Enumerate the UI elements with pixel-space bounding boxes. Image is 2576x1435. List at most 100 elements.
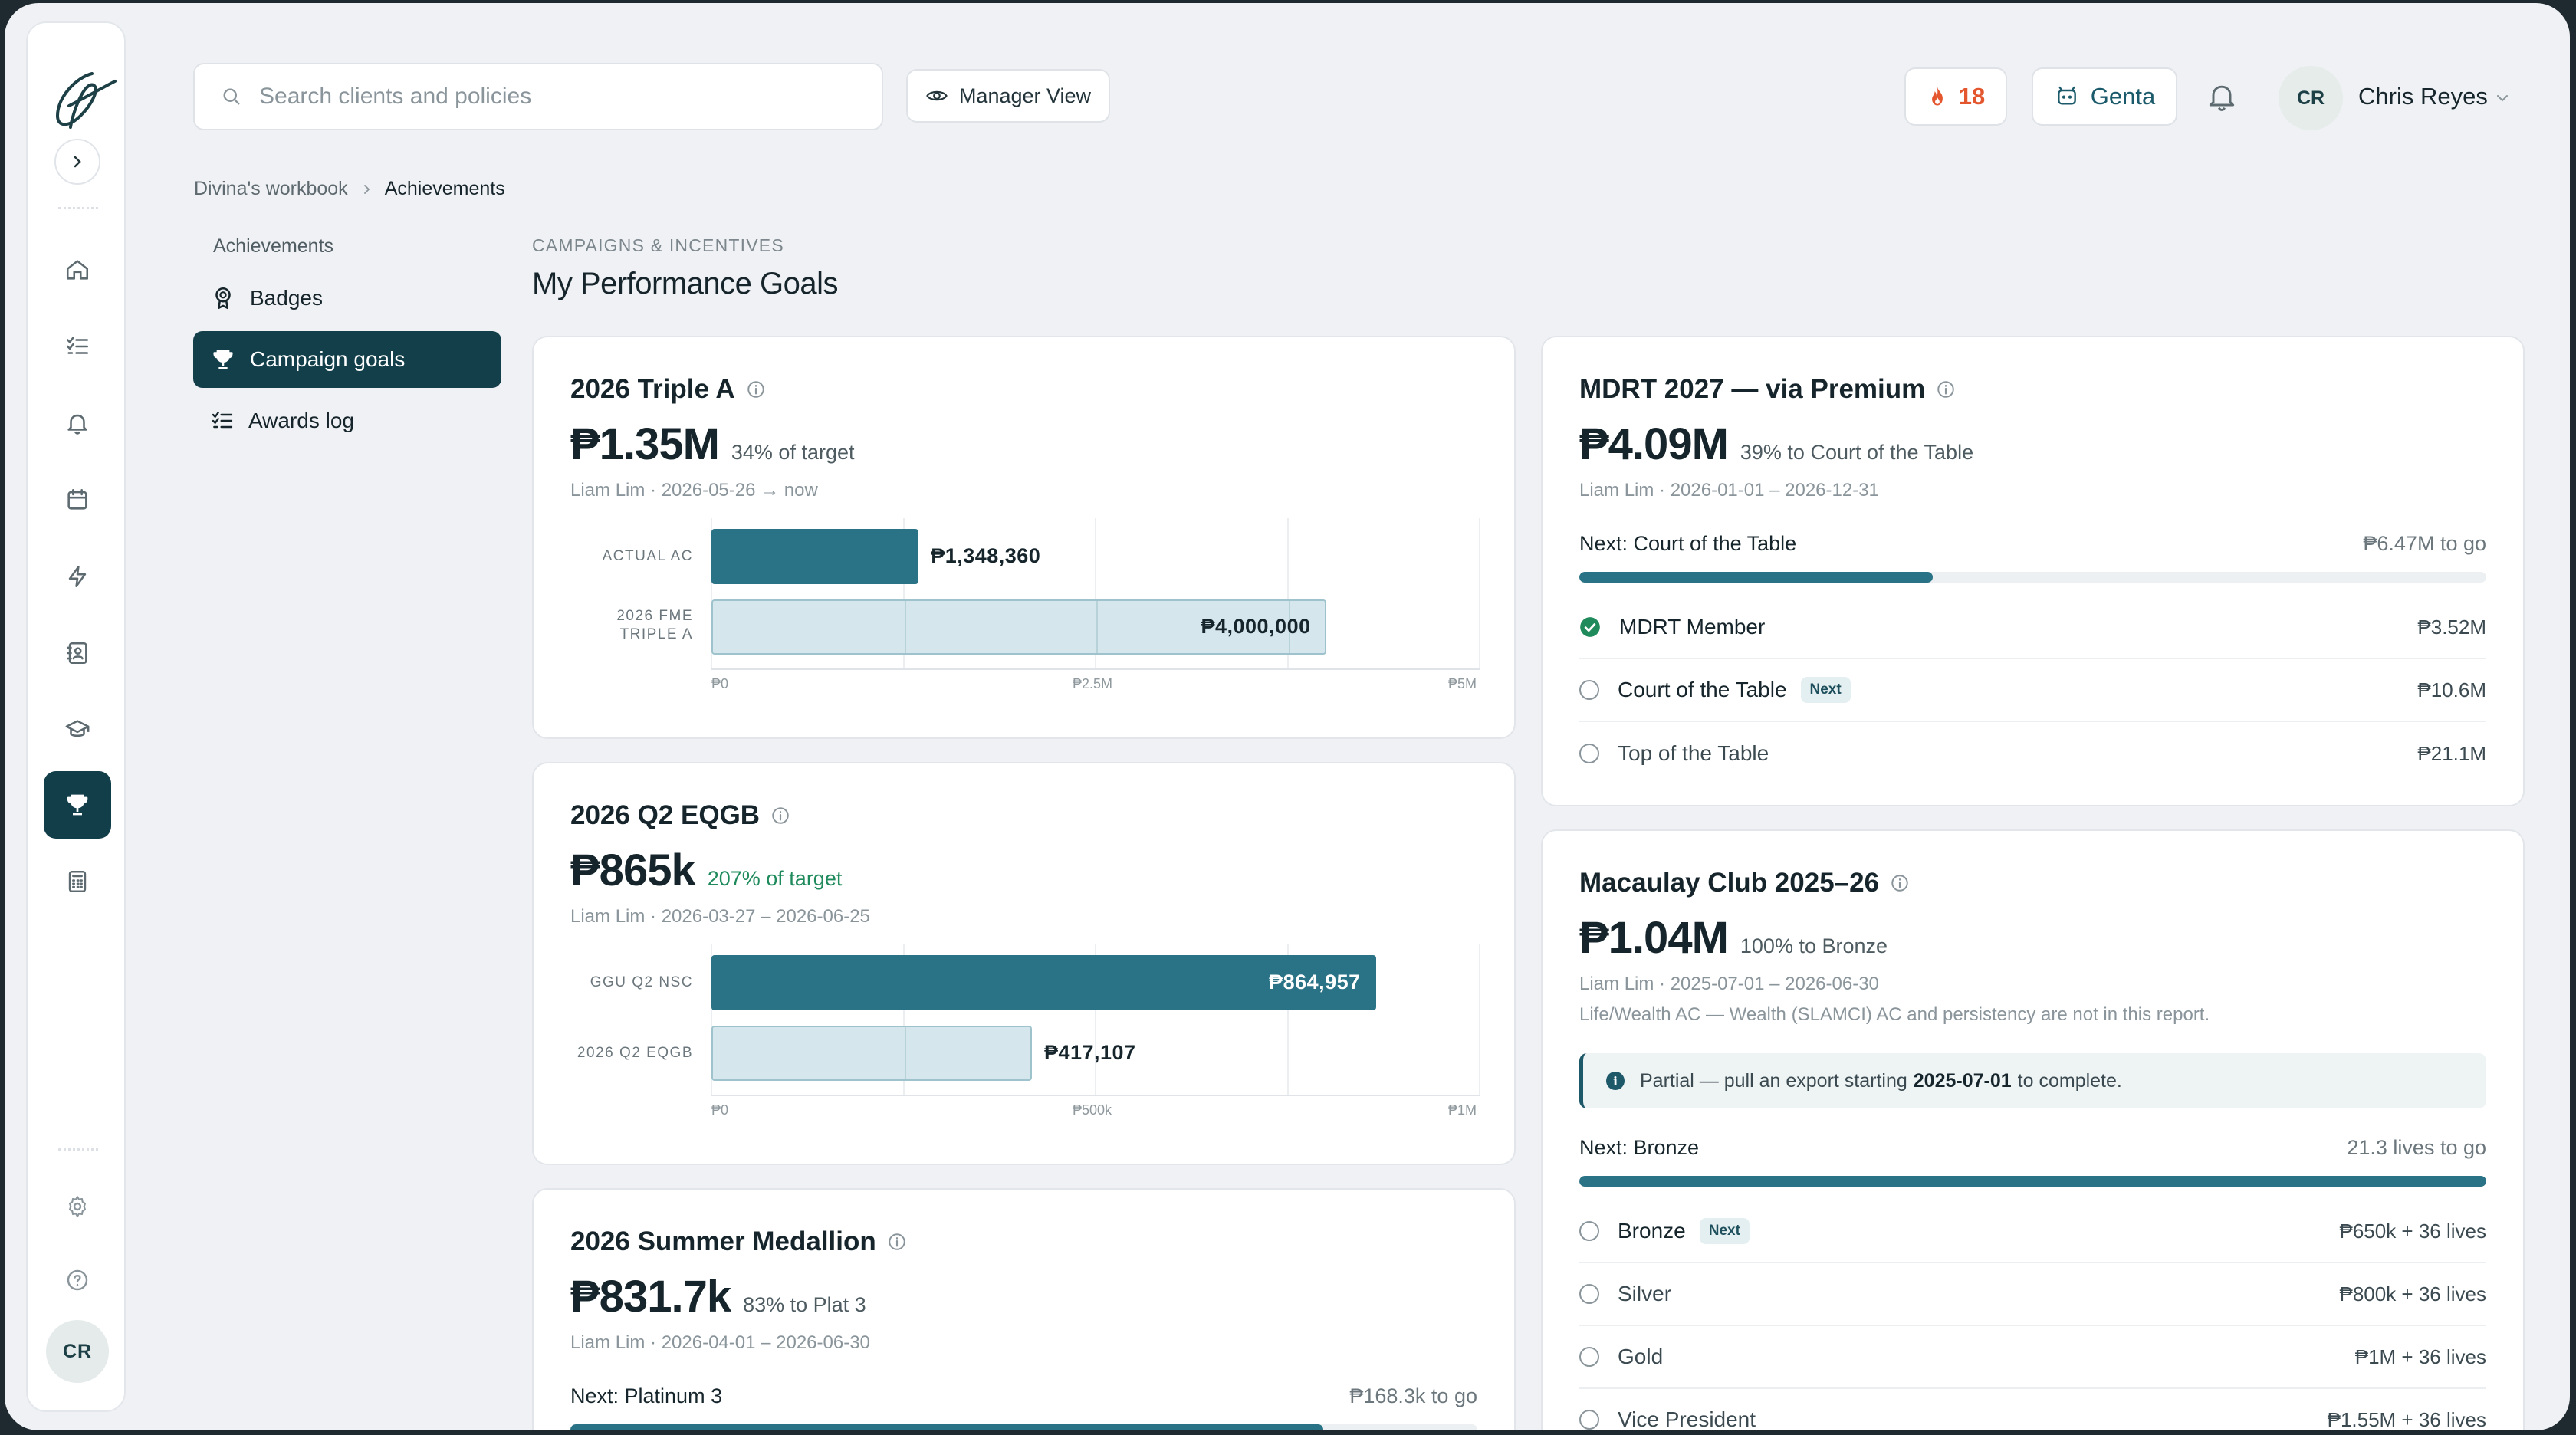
card-meta: Liam Lim · 2026-01-01 – 2026-12-31: [1579, 480, 1879, 501]
amount-value: ₱865k: [570, 846, 696, 895]
card-title-text: Macaulay Club 2025–26: [1579, 868, 1880, 898]
amount-value: ₱4.09M: [1579, 419, 1729, 469]
tier-name-wrap: MDRT Member: [1579, 615, 1765, 639]
genta-button[interactable]: Genta: [2032, 67, 2177, 126]
chart-bar-value: ₱864,957: [1269, 970, 1361, 993]
nav-home[interactable]: [44, 236, 111, 304]
chart-bar[interactable]: [711, 529, 919, 584]
info-icon[interactable]: [770, 806, 790, 826]
streak-button[interactable]: 18: [1904, 67, 2007, 126]
bell-icon: [67, 414, 87, 435]
expand-rail-button[interactable]: [54, 139, 100, 185]
left-rail: CR: [26, 21, 126, 1412]
trophy-icon: [213, 350, 233, 369]
chart-gridline: [711, 944, 712, 1095]
card-meta: Liam Lim · 2025-07-01 – 2026-06-30: [1579, 974, 1879, 994]
card-amount: ₱1.04M 100% to Bronze: [1579, 912, 1888, 964]
chart-axis: [711, 1095, 1480, 1096]
nav-tasks[interactable]: [44, 313, 111, 380]
nav-notifications[interactable]: [44, 389, 111, 457]
chevron-down-icon[interactable]: [2493, 89, 2512, 107]
user-name[interactable]: Chris Reyes: [2358, 83, 2488, 110]
checklist-icon: [66, 337, 89, 354]
info-icon[interactable]: [887, 1232, 907, 1252]
empty-circle-icon: [1579, 1284, 1599, 1304]
user-avatar[interactable]: CR: [2279, 66, 2343, 130]
brand-logo-icon[interactable]: [38, 51, 118, 143]
tier-row: Gold ₱1M + 36 lives: [1579, 1326, 2486, 1389]
nav-achievements[interactable]: [44, 771, 111, 839]
next-tier-remaining: 21.3 lives to go: [2347, 1136, 2486, 1159]
notifications-bell-icon[interactable]: [2205, 80, 2239, 113]
progress-bar: [1579, 1176, 2486, 1187]
chart-gridline: [902, 518, 905, 668]
medal-icon: [215, 287, 231, 310]
nav-calculator[interactable]: [44, 848, 111, 915]
chart-gridline: [1286, 944, 1289, 1095]
chart-tick-label: ₱1M: [1447, 1102, 1477, 1118]
callout-pre: Partial — pull an export starting: [1640, 1069, 1907, 1092]
rail-avatar[interactable]: CR: [46, 1320, 109, 1383]
chart-row-label: 2026 Q2 EQGB: [577, 1045, 693, 1061]
nav-help[interactable]: [44, 1246, 111, 1314]
tier-row: Bronze Next ₱650k + 36 lives: [1579, 1200, 2486, 1263]
nav-activity[interactable]: [44, 543, 111, 610]
chart-bar[interactable]: [711, 1026, 1032, 1081]
genta-label: Genta: [2090, 83, 2156, 110]
chart-row-label: 2026 FME TRIPLE A: [616, 608, 693, 642]
card-amount: ₱865k 207% of target: [570, 845, 842, 896]
tier-value: ₱3.52M: [2417, 615, 2486, 639]
subnav-item-awards-log[interactable]: Awards log: [193, 392, 501, 449]
flame-icon: [1931, 87, 1943, 106]
card-title: MDRT 2027 — via Premium: [1579, 374, 1956, 405]
rail-divider: [58, 1148, 98, 1151]
next-tier-row: Next: Platinum 3 ₱168.3k to go: [570, 1384, 1477, 1408]
amount-value: ₱831.7k: [570, 1272, 731, 1322]
subnav-item-label: Campaign goals: [250, 347, 406, 371]
search-icon: [223, 88, 240, 105]
subnav-item-badges[interactable]: Badges: [193, 270, 501, 327]
card-title-text: 2026 Q2 EQGB: [570, 800, 761, 830]
chart-bar[interactable]: [711, 955, 1376, 1010]
tier-name-wrap: Top of the Table: [1579, 741, 1769, 766]
progress-bar: [570, 1424, 1477, 1430]
target-percent: 207% of target: [707, 867, 843, 890]
nav-calendar[interactable]: [44, 466, 111, 534]
chart-tick-label: ₱500k: [1073, 1102, 1112, 1118]
chart-tick-label: ₱2.5M: [1073, 676, 1113, 691]
target-percent: 100% to Bronze: [1740, 934, 1888, 957]
chart-gridline: [1479, 944, 1480, 1095]
partial-data-callout: i Partial — pull an export starting 2025…: [1579, 1053, 2486, 1108]
manager-view-label: Manager View: [958, 84, 1092, 107]
empty-circle-icon: [1579, 1410, 1599, 1430]
manager-view-button[interactable]: Manager View: [906, 69, 1110, 123]
chart-bar-value: ₱1,348,360: [931, 544, 1041, 567]
tier-value: ₱1M + 36 lives: [2354, 1345, 2486, 1368]
card-amount: ₱1.35M 34% of target: [570, 419, 855, 470]
nav-contacts[interactable]: [44, 619, 111, 687]
card-title: 2026 Summer Medallion: [570, 1226, 907, 1257]
tier-row: MDRT Member ₱3.52M: [1579, 596, 2486, 659]
next-badge: Next: [1699, 1218, 1750, 1244]
empty-circle-icon: [1579, 1221, 1599, 1241]
card-title-text: 2026 Triple A: [570, 374, 735, 404]
progress-fill: [1579, 572, 1934, 583]
info-icon[interactable]: [1936, 379, 1956, 399]
lightning-icon: [68, 565, 87, 588]
info-icon[interactable]: [746, 379, 766, 399]
subnav-item-campaign-goals[interactable]: Campaign goals: [193, 331, 501, 388]
next-tier-label: Next: Court of the Table: [1579, 532, 1797, 555]
info-icon[interactable]: [1890, 873, 1910, 893]
card-title: Macaulay Club 2025–26: [1579, 868, 1910, 898]
chart-bar[interactable]: [711, 599, 1326, 655]
tier-name: Gold: [1618, 1345, 1664, 1368]
card-title-text: 2026 Summer Medallion: [570, 1226, 876, 1256]
nav-learning[interactable]: [44, 696, 111, 763]
breadcrumb-parent[interactable]: Divina's workbook: [194, 178, 348, 199]
card-meta: Liam Lim · 2026-03-27 – 2026-06-25: [570, 906, 870, 927]
nav-settings[interactable]: [44, 1173, 111, 1240]
chart-gridline: [902, 944, 905, 1095]
calculator-icon: [68, 870, 87, 893]
empty-circle-icon: [1579, 680, 1599, 700]
search-input[interactable]: Search clients and policies: [193, 63, 883, 130]
